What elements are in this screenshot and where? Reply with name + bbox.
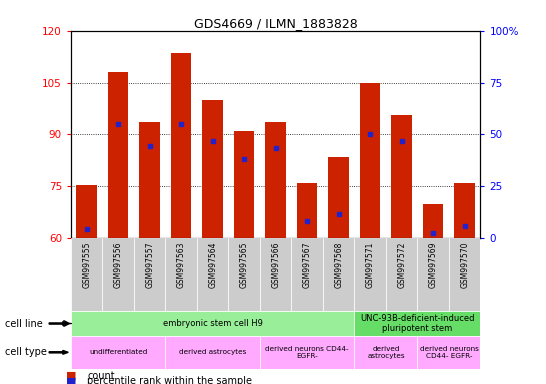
Text: UNC-93B-deficient-induced
pluripotent stem: UNC-93B-deficient-induced pluripotent st… [360,314,474,333]
Bar [71,311,354,336]
Bar [71,336,165,369]
Bar [323,238,354,311]
Text: ■: ■ [66,376,76,384]
Bar [103,238,134,311]
Bar [386,238,418,311]
Text: cell line: cell line [5,318,43,329]
Text: GSM997569: GSM997569 [429,242,438,288]
Text: GSM997556: GSM997556 [114,242,123,288]
Text: derived neurons
CD44- EGFR-: derived neurons CD44- EGFR- [419,346,478,359]
Bar [165,336,260,369]
Bar [354,311,480,336]
Bar [354,238,386,311]
Bar [354,336,418,369]
Bar [197,238,228,311]
Bar [292,238,323,311]
Bar [71,238,103,311]
Bar [260,238,292,311]
Bar [228,238,260,311]
Bar [203,100,223,238]
Bar [418,238,449,311]
Bar [134,238,165,311]
Bar [329,157,349,238]
Text: derived astrocytes: derived astrocytes [179,349,246,355]
Text: GSM997564: GSM997564 [208,242,217,288]
Bar [139,122,160,238]
Text: GSM997572: GSM997572 [397,242,406,288]
Bar [165,238,197,311]
Text: undifferentiated: undifferentiated [89,349,147,355]
Bar [423,204,443,238]
Text: embryonic stem cell H9: embryonic stem cell H9 [163,319,263,328]
Bar [260,336,354,369]
Text: cell type: cell type [5,347,48,358]
Text: GSM997557: GSM997557 [145,242,154,288]
Text: derived
astrocytes: derived astrocytes [367,346,405,359]
Bar [449,238,480,311]
Bar [454,183,475,238]
Bar [265,122,286,238]
Text: percentile rank within the sample: percentile rank within the sample [87,376,252,384]
Text: GSM997568: GSM997568 [334,242,343,288]
Bar [108,72,128,238]
Bar [360,83,381,238]
Bar [76,185,97,238]
Text: ■: ■ [66,371,76,381]
Bar [234,131,254,238]
Text: GSM997570: GSM997570 [460,242,469,288]
Text: GSM997555: GSM997555 [82,242,91,288]
Bar [171,53,192,238]
Text: count: count [87,371,115,381]
Text: GSM997563: GSM997563 [177,242,186,288]
Text: derived neurons CD44-
EGFR-: derived neurons CD44- EGFR- [265,346,349,359]
Text: GSM997571: GSM997571 [366,242,375,288]
Text: GSM997567: GSM997567 [302,242,312,288]
Text: GSM997565: GSM997565 [240,242,249,288]
Text: GSM997566: GSM997566 [271,242,280,288]
Bar [418,336,480,369]
Bar [297,183,317,238]
Bar [391,115,412,238]
Title: GDS4669 / ILMN_1883828: GDS4669 / ILMN_1883828 [194,17,358,30]
